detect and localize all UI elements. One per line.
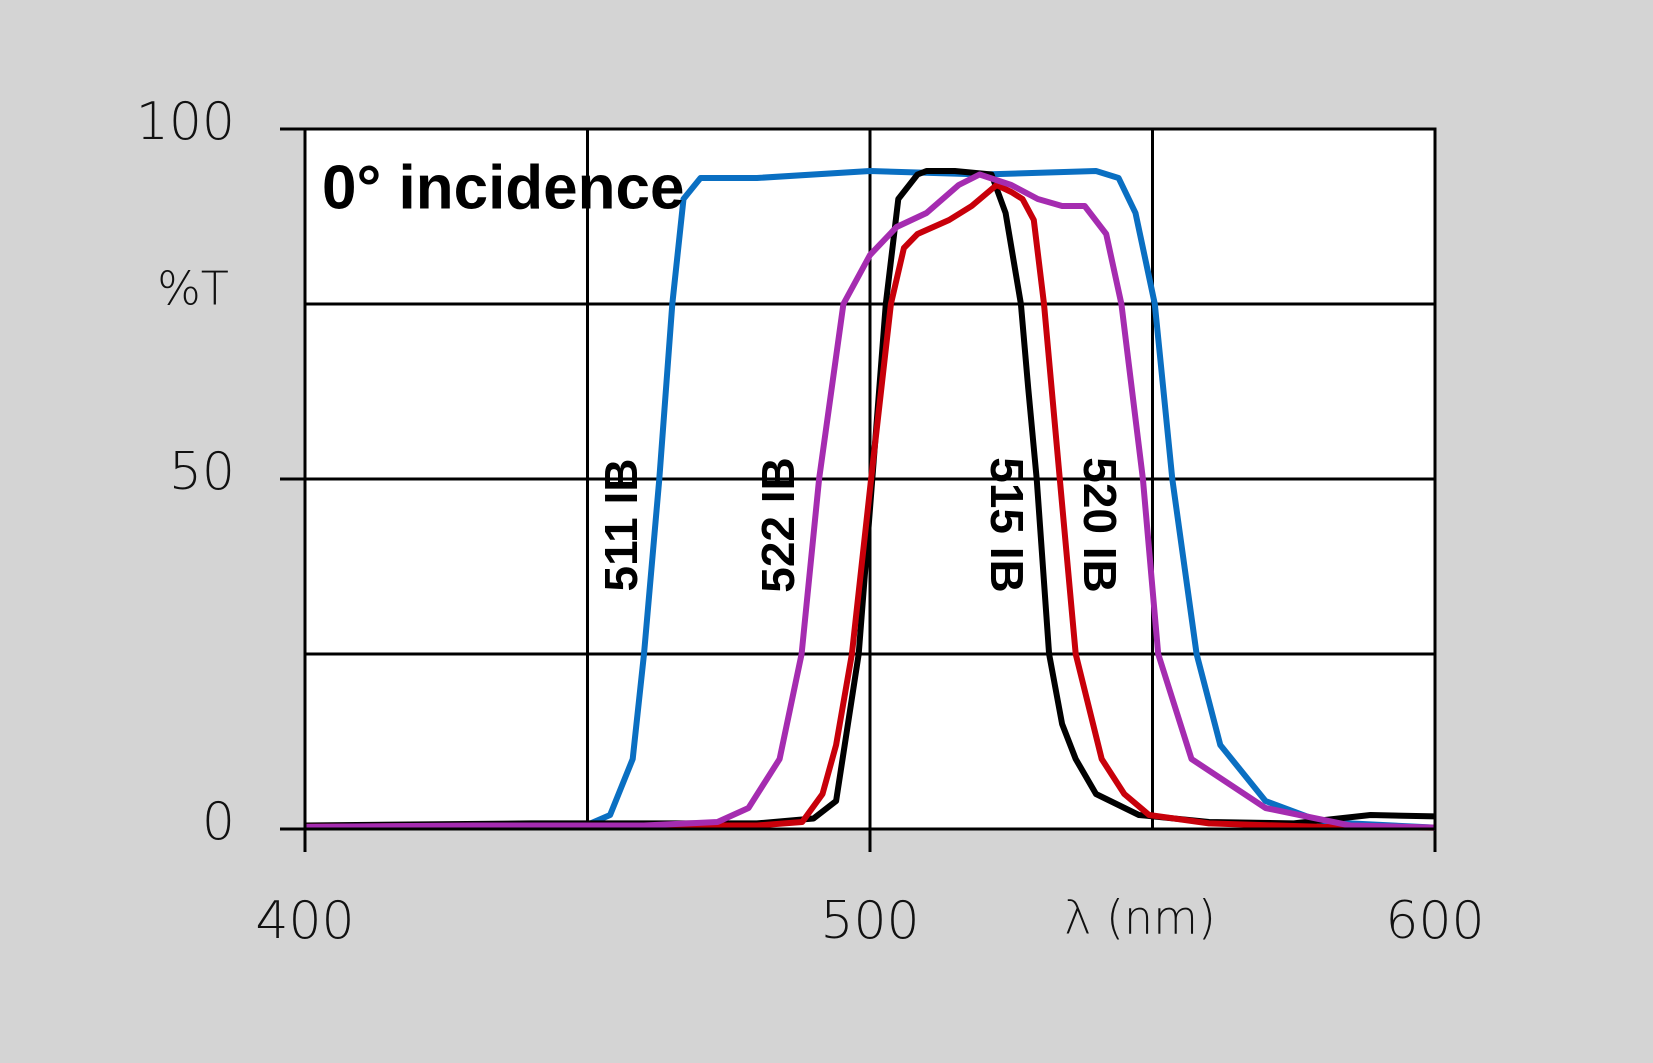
y-tick-label: 100 [136,92,235,152]
y-tick-label: 0 [202,792,235,852]
annotation: 0° incidence [322,153,685,222]
series-line [304,182,1436,831]
y-axis-label: %T [157,262,229,316]
y-tick-label: 50 [169,442,235,502]
series-label: 520 IB [1074,457,1126,593]
series-label: 522 IB [752,457,804,593]
x-tick-label: 600 [1385,891,1484,951]
x-axis-label: λ (nm) [1064,891,1216,945]
x-tick-label: 400 [255,891,354,951]
plot-frame [303,127,1437,831]
series-line [304,171,1436,831]
series-line [304,168,1436,829]
series-line [305,168,1436,831]
series-label: 511 IB [595,459,647,592]
series-label: 515 IB [981,457,1033,593]
x-tick-label: 500 [820,891,919,951]
